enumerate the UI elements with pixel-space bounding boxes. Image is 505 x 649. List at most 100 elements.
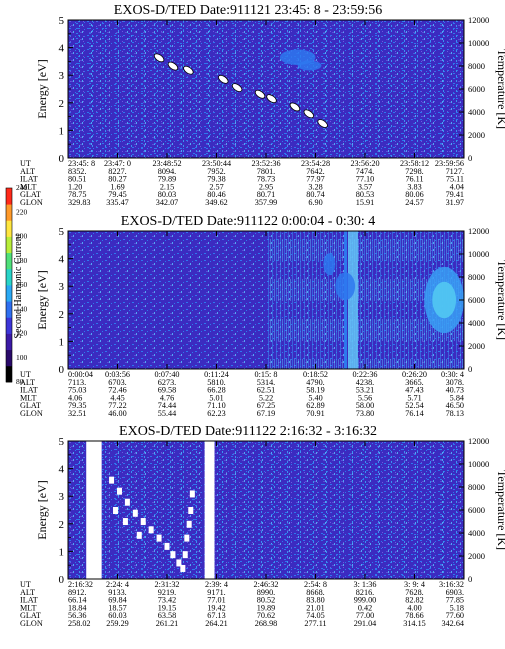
orbit-value: 67.25: [257, 401, 275, 410]
orbit-value: 15.91: [356, 198, 374, 207]
orbit-row-label: UT: [20, 580, 31, 589]
trace-point: [183, 65, 194, 75]
saturated-bar: [93, 441, 102, 579]
time-tick-label: 3: 9: 4: [404, 580, 425, 589]
orbit-value: 76.11: [405, 175, 423, 184]
orbit-value: 342.07: [156, 198, 179, 207]
panel-1-energy-axis: 0 1 2 3 4 5: [59, 15, 73, 165]
time-tick-label: 23:59:56: [435, 159, 464, 168]
energy-tick-label: 1: [59, 546, 65, 558]
panel-2-warm-patches: [323, 253, 465, 334]
orbit-value: 999.00: [354, 596, 377, 605]
energy-tick-label: 5: [59, 15, 65, 27]
orbit-value: 3.57: [358, 182, 372, 191]
time-tick-label: 0:03:56: [105, 370, 130, 379]
trace-point: [167, 61, 179, 71]
panel-3-orbit-table: UTALTILATMLTGLATGLON2:16:328912.66.1418.…: [20, 580, 464, 628]
panel-1-warm-patches: [279, 49, 322, 71]
saturated-blob: [188, 507, 194, 514]
saturated-bar: [86, 441, 96, 579]
orbit-value: 19.15: [158, 603, 176, 612]
orbit-value: 4790.: [306, 378, 324, 387]
temperature-tick-label: 4000: [468, 318, 485, 328]
orbit-value: 80.03: [158, 190, 176, 199]
panel-3-energy-axis: 0 1 2 3 4 5: [59, 436, 73, 586]
temperature-tick-label: 12000: [468, 226, 489, 236]
orbit-value: 83.80: [306, 596, 324, 605]
orbit-row-label: MLT: [20, 393, 37, 402]
orbit-value: 6703.: [108, 378, 126, 387]
saturated-blob: [184, 534, 190, 542]
energy-spectrogram-panel-3: EXOS-D/TED Date:911122 2:16:32 - 3:16:32…: [20, 424, 505, 628]
orbit-value: 19.89: [257, 603, 275, 612]
orbit-value: 7801.: [257, 167, 275, 176]
orbit-value: 79.89: [158, 175, 176, 184]
time-tick-label: 0:07:40: [154, 370, 179, 379]
orbit-value: 80.51: [68, 175, 86, 184]
energy-tick-label: 3: [59, 281, 65, 293]
panel-1-temperature-axis: 0 2000 4000 6000 8000 10000 12000: [459, 15, 489, 163]
saturated-blob: [189, 490, 195, 498]
colorbar-tick-label: 180: [16, 256, 28, 265]
colorbar-blocks: [5, 187, 13, 383]
time-tick-label: 0:11:24: [204, 370, 229, 379]
temperature-tick-label: 6000: [468, 505, 485, 515]
temperature-tick-label: 10000: [468, 249, 489, 259]
orbit-value: 77.97: [306, 175, 324, 184]
colorbar-block: [6, 220, 12, 237]
temperature-tick-label: 2000: [468, 130, 485, 140]
temperature-tick-label: 4000: [468, 528, 485, 538]
warm-patch: [323, 253, 336, 276]
orbit-value: 52.54: [405, 401, 423, 410]
orbit-value: 18.84: [68, 603, 86, 612]
orbit-value: 18.57: [108, 603, 126, 612]
energy-tick-label: 0: [59, 364, 65, 376]
panel-1-saturated-regions: [153, 53, 328, 128]
time-tick-label: 2:54: 8: [304, 580, 327, 589]
orbit-value: 79.41: [446, 190, 464, 199]
orbit-value: 74.05: [306, 611, 324, 620]
time-tick-label: 3:16:32: [439, 580, 464, 589]
orbit-row-label: MLT: [20, 182, 37, 191]
orbit-value: 7474.: [356, 167, 374, 176]
saturated-blob: [132, 509, 138, 517]
energy-spectrogram-panel-2: EXOS-D/TED Date:911122 0:00:04 - 0:30: 4…: [20, 214, 505, 418]
colorbar-tick-label: 200: [16, 232, 28, 241]
orbit-row-label: GLON: [20, 198, 43, 207]
orbit-value: 4238.: [356, 378, 374, 387]
time-tick-label: 23:52:36: [251, 159, 280, 168]
orbit-value: 5.71: [407, 393, 421, 402]
warm-patch: [335, 272, 356, 300]
orbit-value: 3078.: [446, 378, 464, 387]
orbit-value: 264.21: [205, 619, 228, 628]
temperature-tick-label: 2000: [468, 341, 485, 351]
trace-point: [218, 74, 229, 84]
orbit-value: 7642.: [306, 167, 324, 176]
colorbar-tick-label: 240: [16, 183, 28, 192]
orbit-value: 76.14: [405, 409, 423, 418]
orbit-value: 329.83: [68, 198, 91, 207]
colorbar-label: Second Harmonic Current: [13, 233, 24, 338]
orbit-value: 77.10: [356, 175, 374, 184]
orbit-value: 277.11: [304, 619, 326, 628]
orbit-value: 78.13: [446, 409, 464, 418]
energy-tick-label: 0: [59, 153, 65, 165]
colorbar-block: [6, 285, 12, 302]
orbit-value: 77.00: [356, 611, 374, 620]
orbit-value: 40.73: [446, 386, 464, 395]
orbit-value: 32.51: [68, 409, 86, 418]
orbit-value: 5.40: [308, 393, 322, 402]
orbit-value: 6.90: [308, 198, 322, 207]
time-tick-label: 23:47: 0: [104, 159, 131, 168]
orbit-value: 268.98: [255, 619, 278, 628]
saturated-blob: [109, 476, 115, 484]
orbit-value: 69.84: [108, 596, 126, 605]
orbit-value: 8352.: [68, 167, 86, 176]
trace-point: [266, 94, 277, 104]
orbit-value: 82.82: [405, 596, 423, 605]
orbit-value: 77.01: [207, 596, 225, 605]
orbit-value: 2.57: [209, 182, 223, 191]
time-tick-label: 23:58:12: [400, 159, 429, 168]
saturated-blob: [182, 551, 188, 559]
orbit-value: 53.21: [356, 386, 374, 395]
